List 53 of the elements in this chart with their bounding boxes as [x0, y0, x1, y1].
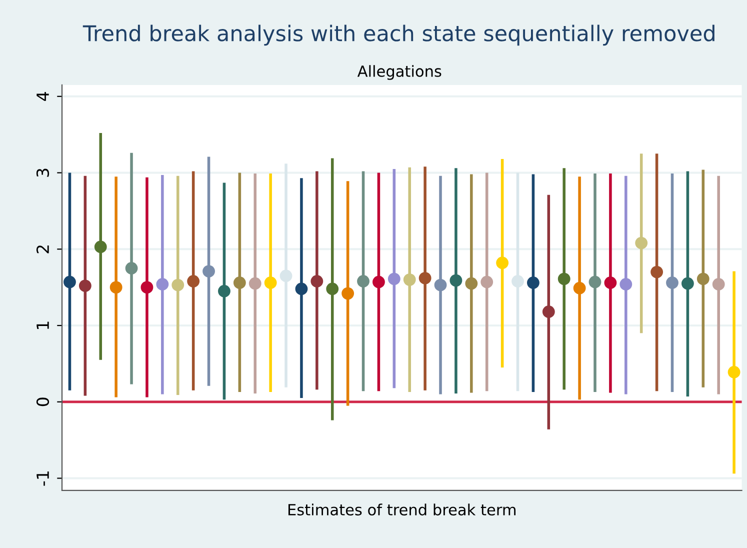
y-tick-label: 4	[36, 92, 49, 101]
point	[480, 276, 494, 288]
point	[635, 236, 648, 250]
point	[388, 272, 400, 286]
point	[78, 280, 92, 292]
point	[418, 272, 432, 284]
point	[465, 277, 478, 290]
y-tick-label: 2	[36, 246, 49, 254]
point	[110, 281, 122, 294]
point	[496, 256, 509, 270]
point	[125, 262, 138, 274]
chart-subtitle: Allegations	[357, 65, 442, 80]
point	[233, 276, 246, 289]
chart-title: Trend break analysis with each state sequentially removed	[82, 24, 714, 46]
point	[94, 240, 107, 254]
point	[712, 278, 725, 290]
point	[558, 272, 570, 286]
point	[542, 306, 555, 318]
point	[357, 274, 370, 288]
point	[202, 265, 215, 278]
y-tick-label: 3	[36, 168, 50, 177]
point	[450, 274, 462, 287]
point	[342, 287, 354, 300]
point	[187, 274, 200, 288]
point	[64, 276, 76, 288]
point	[403, 273, 416, 286]
point	[248, 277, 262, 290]
point	[156, 278, 169, 290]
point	[326, 282, 339, 296]
y-tick-label: 0	[36, 398, 50, 406]
point	[681, 277, 694, 290]
point	[588, 276, 602, 288]
point	[434, 278, 447, 292]
point	[666, 276, 678, 289]
point	[526, 276, 540, 289]
point	[310, 274, 324, 288]
y-tick-label: -1	[36, 471, 49, 486]
point	[604, 276, 617, 289]
point	[264, 276, 277, 289]
point	[620, 278, 632, 290]
point	[728, 366, 740, 378]
point	[372, 276, 385, 288]
point	[280, 270, 292, 282]
point	[696, 272, 710, 286]
point	[512, 274, 524, 288]
point	[172, 278, 184, 292]
x-axis-title: Estimates of trend break term	[288, 504, 516, 516]
point	[218, 284, 230, 298]
point	[650, 266, 664, 278]
point	[573, 282, 586, 294]
y-tick-label: 1	[36, 322, 49, 329]
point	[140, 281, 154, 294]
point	[295, 282, 308, 296]
